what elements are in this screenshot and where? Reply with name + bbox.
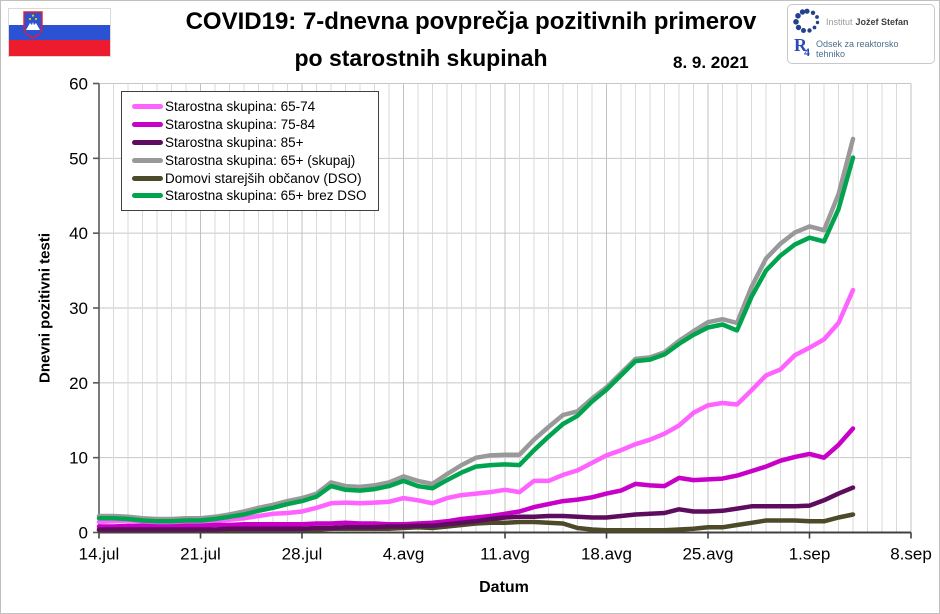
- r4-logo: R4: [794, 35, 810, 59]
- x-tick-label: 11.avg: [480, 545, 530, 564]
- legend-item: Starostna skupina: 85+: [132, 134, 370, 152]
- chart-title-line1: COVID19: 7-dnevna povprečja pozitivnih p…: [185, 8, 757, 35]
- x-tick-label: 4.avg: [383, 545, 425, 564]
- chart-legend: Starostna skupina: 65-74 Starostna skupin…: [121, 91, 379, 211]
- x-tick-label: 18.avg: [581, 545, 632, 564]
- legend-label: Starostna skupina: 65+ brez DSO: [165, 188, 367, 204]
- flag-red-stripe: [9, 40, 110, 56]
- y-tick-label: 10: [69, 449, 88, 468]
- y-tick-label: 40: [69, 224, 88, 243]
- legend-line-swatch: [132, 104, 163, 110]
- legend-label: Starostna skupina: 65-74: [165, 99, 316, 115]
- legend-line-swatch: [132, 139, 163, 145]
- x-tick-label: 21.jul: [180, 545, 221, 564]
- x-axis-title: Datum: [479, 579, 529, 596]
- ijs-dots-logo-icon: [793, 8, 820, 33]
- legend-item: Starostna skupina: 65+ brez DSO: [132, 187, 370, 205]
- y-tick-label: 60: [69, 75, 88, 94]
- y-axis-title: Dnevni pozitivni testi: [36, 232, 54, 384]
- series-line-2: [96, 485, 856, 532]
- series-line-0: [96, 287, 856, 526]
- legend-item: Domovi starejših občanov (DSO): [132, 169, 370, 187]
- department-name: Odsek za reaktorsko tehniko: [816, 38, 899, 59]
- legend-label: Domovi starejših občanov (DSO): [165, 170, 362, 186]
- slovenia-coat-of-arms-icon: [23, 11, 43, 39]
- legend-label: Starostna skupina: 85+: [165, 134, 304, 150]
- legend-line-swatch: [132, 193, 163, 199]
- x-tick-label: 1.sep: [789, 545, 831, 564]
- legend-line-swatch: [132, 175, 163, 181]
- y-tick-label: 0: [79, 524, 88, 543]
- y-tick-label: 30: [69, 299, 88, 318]
- legend-line-swatch: [132, 157, 163, 163]
- chart-date: 8. 9. 2021: [673, 53, 749, 72]
- slovenia-flag: [9, 9, 110, 56]
- y-tick-label: 20: [69, 374, 88, 393]
- y-tick-label: 50: [69, 149, 88, 168]
- ijs-logo-row: Institut Jožef Stefan: [792, 8, 930, 35]
- legend-item: Starostna skupina: 65-74: [132, 98, 370, 116]
- legend-label: Starostna skupina: 65+ (skupaj): [165, 152, 356, 168]
- series-line-1: [96, 426, 856, 529]
- series-line-5: [96, 155, 856, 524]
- x-tick-label: 14.jul: [79, 545, 120, 564]
- legend-item: Starostna skupina: 75-84: [132, 116, 370, 134]
- ijs-branding-box: Institut Jožef Stefan R4 Odsek za reakto…: [787, 4, 935, 64]
- chart-title-line2: po starostnih skupinah: [294, 45, 548, 71]
- legend-label: Starostna skupina: 75-84: [165, 117, 316, 133]
- x-tick-label: 28.jul: [282, 545, 323, 564]
- x-tick-label: 8.sep: [890, 545, 932, 564]
- institute-name-bold: Jožef Stefan: [855, 16, 909, 27]
- r4-department-row: R4 Odsek za reaktorsko tehniko: [792, 35, 930, 62]
- x-tick-label: 25.avg: [682, 545, 733, 564]
- legend-item: Starostna skupina: 65+ (skupaj): [132, 151, 370, 169]
- legend-line-swatch: [132, 122, 163, 128]
- institute-name-light: Institut: [826, 16, 853, 27]
